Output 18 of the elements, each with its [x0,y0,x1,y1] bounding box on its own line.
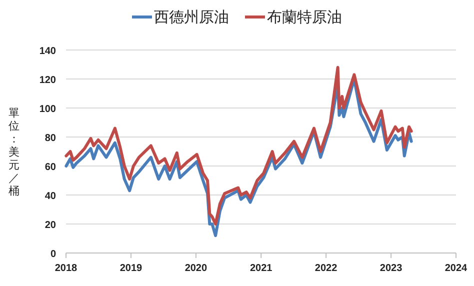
x-tick-label: 2024 [444,263,468,274]
x-tick-label: 2018 [54,263,78,274]
y-tick-label: 60 [44,162,56,173]
x-tick-label: 2021 [250,263,273,274]
y-tick-label: 80 [44,133,56,144]
legend-label: 布蘭特原油 [267,9,342,26]
y-tick-label: 20 [44,220,56,231]
y-tick-label: 40 [44,191,56,202]
x-tick-label: 2020 [184,263,208,274]
x-tick-label: 2023 [380,263,403,274]
y-tick-label: 0 [50,249,56,260]
y-tick-label: 120 [39,75,56,86]
y-tick-label: 100 [39,104,56,115]
x-tick-label: 2022 [314,263,338,274]
y-tick-label: 140 [39,46,56,57]
y-axis-title: 單位：美元／桶 [8,108,20,198]
legend-label: 西德州原油 [154,9,229,26]
x-tick-label: 2019 [120,263,143,274]
